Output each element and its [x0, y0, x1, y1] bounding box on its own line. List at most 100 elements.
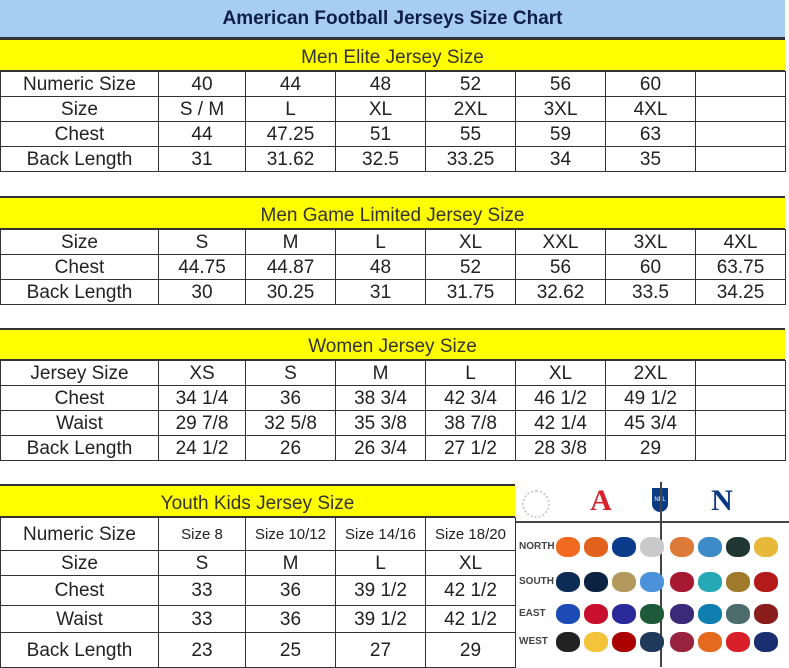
- table-row: Chest 34 1/4 36 38 3/4 42 3/4 46 1/2 49 1/2: [0, 385, 786, 411]
- afc-logo-icon: A: [590, 484, 612, 517]
- eagles-logo-icon: [726, 604, 750, 624]
- table-cell: 34 1/4: [158, 385, 246, 411]
- table-cell: [695, 96, 786, 122]
- table-cell: 27 1/2: [425, 435, 516, 461]
- table-cell: 60: [605, 254, 696, 280]
- table-row: Back Length 24 1/2 26 26 3/4 27 1/2 28 3/8 29: [0, 435, 786, 461]
- table-cell: 32.5: [335, 146, 426, 172]
- table-cell: 39 1/2: [335, 605, 426, 633]
- nfc-logo-icon: N: [711, 484, 733, 517]
- table-cell: 47.25: [245, 121, 336, 147]
- table-cell: 63: [605, 121, 696, 147]
- table-row: Size S M L XL XXL 3XL 4XL: [0, 229, 786, 255]
- table-cell: XXL: [515, 229, 606, 255]
- table-cell: 60: [605, 71, 696, 97]
- section-heading: Men Elite Jersey Size: [0, 38, 785, 71]
- table-cell: 26 3/4: [335, 435, 426, 461]
- table-cell: 30: [158, 279, 246, 305]
- row-label: Size: [0, 550, 159, 576]
- division-label: EAST: [519, 608, 546, 619]
- table-cell: 56: [515, 254, 606, 280]
- row-label: Size: [0, 229, 159, 255]
- table-cell: 39 1/2: [335, 575, 426, 606]
- seahawks-logo-icon: [640, 632, 664, 652]
- table-cell: 63.75: [695, 254, 786, 280]
- table-cell: 34: [515, 146, 606, 172]
- table-cell: Size 8: [158, 517, 246, 551]
- steelers-logo-icon: [640, 537, 664, 557]
- table-cell: 59: [515, 121, 606, 147]
- table-cell: 3XL: [605, 229, 696, 255]
- bengals-logo-icon: [556, 537, 580, 557]
- row-label: Size: [0, 96, 159, 122]
- table-cell: 23: [158, 632, 246, 668]
- cardinals-logo-icon: [670, 632, 694, 652]
- table-cell: XS: [158, 360, 246, 386]
- bills-logo-icon: [556, 604, 580, 624]
- dolphins-logo-icon: [698, 572, 722, 592]
- bears-logo-icon: [670, 537, 694, 557]
- size-table: Jersey Size XS S M L XL 2XL Chest 34 1/4 36 38 3/4…: [0, 360, 786, 461]
- table-cell: 44.75: [158, 254, 246, 280]
- table-cell: 36: [245, 605, 336, 633]
- table-cell: 29: [425, 632, 516, 668]
- table-cell: 2XL: [605, 360, 696, 386]
- table-row: Back Length 31 31.62 32.5 33.25 34 35: [0, 146, 786, 172]
- table-row: Numeric Size Size 8 Size 10/12 Size 14/16 Si…: [0, 517, 516, 551]
- table-row: Waist 33 36 39 1/2 42 1/2: [0, 605, 516, 633]
- titans-logo-icon: [640, 572, 664, 592]
- raiders-logo-icon: [556, 632, 580, 652]
- row-label: Back Length: [0, 632, 159, 668]
- table-cell: [695, 385, 786, 411]
- browns-logo-icon: [584, 537, 608, 557]
- table-cell: 48: [335, 71, 426, 97]
- table-cell: 42 1/4: [515, 410, 606, 436]
- lions-logo-icon: [698, 537, 722, 557]
- table-cell: 33.5: [605, 279, 696, 305]
- row-label: Chest: [0, 121, 159, 147]
- division-label: NORTH: [519, 541, 555, 552]
- table-cell: 32.62: [515, 279, 606, 305]
- division-label: WEST: [519, 636, 548, 647]
- section-heading: Youth Kids Jersey Size: [0, 484, 515, 517]
- table-cell: 55: [425, 121, 516, 147]
- table-row: Size S M L XL: [0, 550, 516, 576]
- section-heading: Women Jersey Size: [0, 328, 785, 360]
- table-cell: M: [335, 360, 426, 386]
- buccaneers-logo-icon: [754, 572, 778, 592]
- divider: [516, 521, 789, 523]
- table-cell: 4XL: [605, 96, 696, 122]
- patriots-logo-icon: [584, 604, 608, 624]
- size-table: Numeric Size 40 44 48 52 56 60 Size S / M L XL 2XL 3…: [0, 71, 786, 172]
- table-cell: 49 1/2: [605, 385, 696, 411]
- row-label: Waist: [0, 410, 159, 436]
- row-label: Chest: [0, 385, 159, 411]
- table-cell: 46 1/2: [515, 385, 606, 411]
- row-label: Back Length: [0, 435, 159, 461]
- table-cell: 44: [158, 121, 246, 147]
- table-cell: 34.25: [695, 279, 786, 305]
- 49ers-logo-icon: [612, 632, 636, 652]
- table-cell: 25: [245, 632, 336, 668]
- row-label: Chest: [0, 575, 159, 606]
- table-cell: 48: [335, 254, 426, 280]
- table-cell: [695, 360, 786, 386]
- row-label: Back Length: [0, 146, 159, 172]
- table-cell: 27: [335, 632, 426, 668]
- table-cell: S: [245, 360, 336, 386]
- table-cell: S / M: [158, 96, 246, 122]
- table-cell: 29 7/8: [158, 410, 246, 436]
- table-row: Numeric Size 40 44 48 52 56 60: [0, 71, 786, 97]
- table-cell: XL: [335, 96, 426, 122]
- table-cell: 40: [158, 71, 246, 97]
- table-row: Chest 33 36 39 1/2 42 1/2: [0, 575, 516, 606]
- giants-logo-icon: [612, 604, 636, 624]
- table-cell: [695, 410, 786, 436]
- table-cell: 26: [245, 435, 336, 461]
- table-cell: 42 1/2: [425, 605, 516, 633]
- table-cell: 51: [335, 121, 426, 147]
- table-cell: 2XL: [425, 96, 516, 122]
- table-cell: 31.75: [425, 279, 516, 305]
- table-cell: 35 3/8: [335, 410, 426, 436]
- table-cell: 29: [605, 435, 696, 461]
